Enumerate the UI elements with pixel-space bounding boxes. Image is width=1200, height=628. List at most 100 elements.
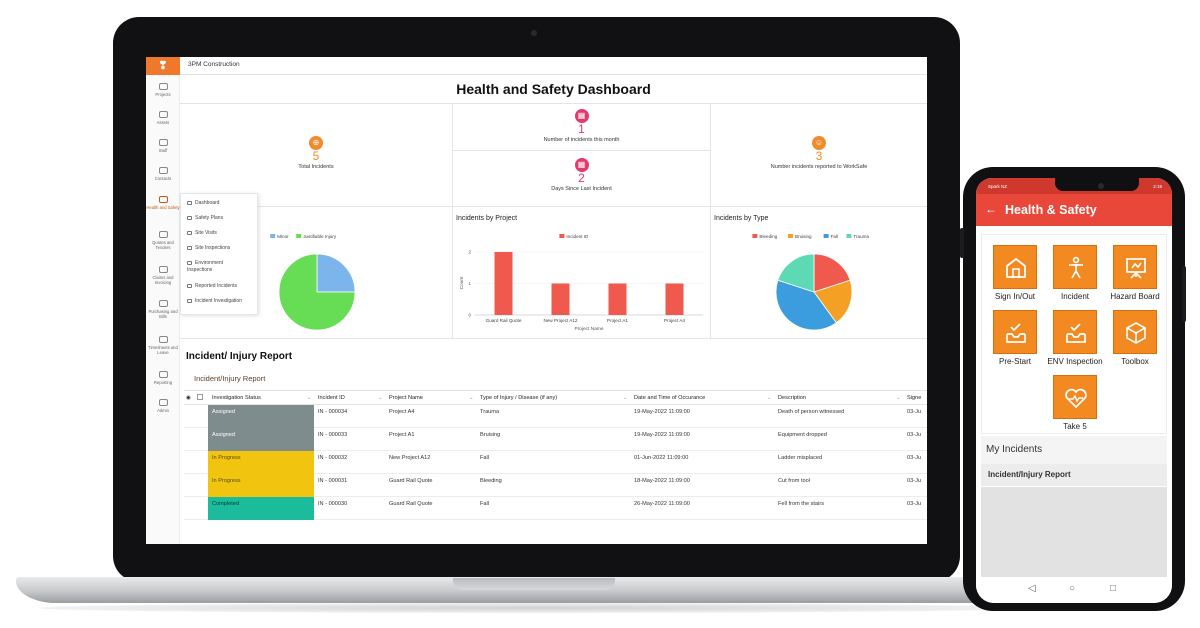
chart-severity: Minor Justifiable Injury <box>180 207 453 339</box>
tile-toolbox[interactable]: Toolbox <box>1106 310 1164 366</box>
sort-icon[interactable]: ⌄ <box>896 395 901 401</box>
rail-item-claims[interactable]: Claims and Invoicing <box>146 266 180 285</box>
nav-recents-icon[interactable]: □ <box>1110 583 1117 594</box>
organization-name[interactable]: 3PM Construction <box>188 61 240 68</box>
incident-icon <box>1053 245 1097 289</box>
submenu-item-site-inspections[interactable]: Site Inspections <box>187 245 230 251</box>
rail-label: Contacts <box>154 176 172 181</box>
table-cell-desc: Fell from the stairs <box>778 501 825 507</box>
report-subtitle[interactable]: Incident/Injury Report <box>194 374 266 383</box>
rail-item-reporting[interactable]: Reporting <box>146 371 180 385</box>
incident-table: ◉ Investigation Status ⌄ Incident ID ⌄ P… <box>184 390 927 520</box>
table-cell-project: Project A1 <box>389 432 415 438</box>
column-header[interactable]: Description <box>778 395 806 401</box>
tile-pre-start[interactable]: Pre-Start <box>986 310 1044 366</box>
chart-by-project: Incidents by Project Incident ID 0 1 2 Count… <box>453 207 711 339</box>
submenu-item-safety-plans[interactable]: Safety Plans <box>187 215 223 221</box>
rail-item-contacts[interactable]: Contacts <box>146 167 180 181</box>
phone-volume-button <box>960 228 964 258</box>
pie-slice <box>813 253 851 293</box>
rail-item-timesheets[interactable]: Timesheets and Leave <box>146 336 180 355</box>
column-header[interactable]: Incident ID <box>318 395 345 401</box>
phone-notch <box>1055 178 1139 191</box>
rail-item-assets[interactable]: Assets <box>146 111 180 125</box>
site-visits-icon <box>187 230 192 235</box>
tile-env-inspection[interactable]: ENV Inspection <box>1046 310 1104 366</box>
table-header: ◉ Investigation Status ⌄ Incident ID ⌄ P… <box>184 390 927 405</box>
safety-plans-icon <box>187 215 192 220</box>
table-row[interactable]: Assigned IN - 000033 Project A1 Bruising 19-… <box>184 428 927 451</box>
rail-item-health-safety[interactable]: Health and Safety <box>146 196 180 210</box>
type-pie-chart: Bleeding Bruising Fall Trauma <box>752 234 870 331</box>
select-all-checkbox[interactable] <box>197 394 203 400</box>
kpi-panel-total: ⊕ 5 Total Incidents <box>180 104 453 208</box>
app-logo[interactable]: ❣ <box>146 57 180 75</box>
submenu-item-dashboard[interactable]: Dashboard <box>187 200 219 206</box>
status-badge: In Progress <box>208 474 314 497</box>
nav-home-icon[interactable]: ○ <box>1069 583 1076 594</box>
chart-title: Incidents by Type <box>714 215 769 222</box>
y-tick-label: 0 <box>468 313 471 318</box>
table-cell-desc: Death of person witnessed <box>778 409 845 415</box>
legend-swatch <box>788 234 793 238</box>
take5-icon <box>1053 375 1097 419</box>
table-row[interactable]: In Progress IN - 000032 New Project A12 Fal… <box>184 451 927 474</box>
column-header[interactable]: Date and Time of Occurance <box>634 395 706 401</box>
submenu-item-environment-inspections[interactable]: Environment Inspections <box>187 260 224 273</box>
submenu-item-reported-incidents[interactable]: Reported Incidents <box>187 283 237 289</box>
rail-item-purchasing[interactable]: Purchasing and Bills <box>146 300 180 319</box>
table-row[interactable]: In Progress IN - 000031 Guard Rail Quote Bl… <box>184 474 927 497</box>
table-cell-id: IN - 000031 <box>318 478 348 484</box>
rail-item-quotes[interactable]: Quotes and Tenders <box>146 231 180 250</box>
column-header[interactable]: Type of Injury / Disease (if any) <box>480 395 558 401</box>
legend-label: Bleeding <box>759 234 777 239</box>
tile-hazard-board[interactable]: Hazard Board <box>1106 245 1164 301</box>
tile-label: Hazard Board <box>1110 292 1160 301</box>
incident-report-item[interactable]: Incident/Injury Report <box>981 464 1167 486</box>
tile-take-5[interactable]: Take 5 <box>1046 375 1104 431</box>
column-header[interactable]: Project Name <box>389 395 423 401</box>
laptop-camera <box>531 30 537 36</box>
kpi-value: 1 <box>578 122 585 136</box>
rail-item-projects[interactable]: Projects <box>146 83 180 97</box>
submenu-item-site-visits[interactable]: Site Visits <box>187 230 217 236</box>
nav-back-icon[interactable]: ◁ <box>1028 583 1036 594</box>
tile-incident[interactable]: Incident <box>1046 245 1104 301</box>
status-badge: In Progress <box>208 451 314 474</box>
back-arrow-icon[interactable]: ← <box>985 202 997 216</box>
my-incidents-header: My Incidents <box>981 436 1167 464</box>
table-cell-desc: Cut from tool <box>778 478 811 484</box>
sort-icon[interactable]: ⌄ <box>767 395 772 401</box>
kpi-panel-middle: ▦ 1 Number of incidents this month ▦ 2 D… <box>453 104 711 208</box>
tile-sign-in-out[interactable]: Sign In/Out <box>986 245 1044 301</box>
rail-item-staff[interactable]: Staff <box>146 139 180 153</box>
legend-swatch <box>823 234 829 238</box>
status-badge: Assigned <box>208 405 314 428</box>
sort-icon[interactable]: ⌄ <box>623 395 628 401</box>
x-tick-label: Guard Rail Quote <box>486 318 522 323</box>
column-header[interactable]: Investigation Status <box>212 395 261 401</box>
sort-icon[interactable]: ⌄ <box>307 395 312 401</box>
table-cell-signed: 03-Ju <box>907 478 921 484</box>
legend-label: Incident ID <box>566 234 589 239</box>
eye-icon[interactable]: ◉ <box>186 395 191 401</box>
calendar-icon: ▦ <box>574 109 589 123</box>
phone-power-button <box>1182 266 1186 322</box>
kpi-total-incidents: ⊕ 5 Total Incidents <box>180 136 452 170</box>
column-header[interactable]: Signe <box>907 395 922 401</box>
table-row[interactable]: Completed IN - 000030 Guard Rail Quote Fall… <box>184 497 927 520</box>
submenu-item-incident-investigation[interactable]: Incident Investigation <box>187 298 242 304</box>
status-badge: Completed <box>208 497 314 520</box>
clock: 2:15 <box>1153 184 1162 189</box>
table-cell-project: New Project A12 <box>389 455 431 461</box>
rail-item-admin[interactable]: Admin <box>146 399 180 413</box>
rail-label: Quotes and Tenders <box>152 240 174 250</box>
legend-swatch <box>296 234 302 238</box>
rail-label: Purchasing and Bills <box>148 309 178 319</box>
y-axis-label: Count <box>459 276 465 289</box>
table-row[interactable]: Assigned IN - 000034 Project A4 Trauma 19-Ma… <box>184 405 927 428</box>
sort-icon[interactable]: ⌄ <box>378 395 383 401</box>
sort-icon[interactable]: ⌄ <box>469 395 474 401</box>
rail-label: Timesheets and Leave <box>148 345 178 355</box>
table-cell-type: Fall <box>480 455 490 461</box>
